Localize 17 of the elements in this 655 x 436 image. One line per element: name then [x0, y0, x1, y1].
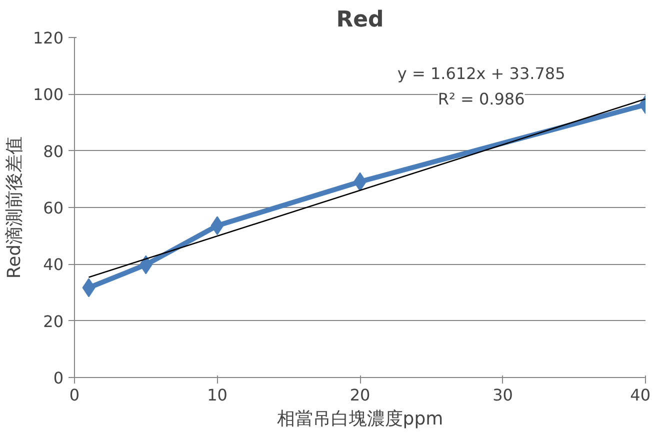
x-tick-label: 20	[350, 386, 370, 404]
y-tick-label: 80	[43, 142, 64, 161]
y-tick-label: 60	[43, 198, 64, 218]
chart-title: Red	[336, 8, 384, 32]
x-tick-label: 30	[492, 386, 513, 404]
x-tick-label: 40	[630, 386, 650, 404]
y-axis-title: Red滴測前後差值	[4, 136, 25, 279]
annotation: R² = 0.986	[438, 89, 525, 108]
x-tick-label: 0	[69, 386, 80, 404]
x-axis-title: 相當吊白塊濃度ppm	[276, 408, 444, 430]
y-tick-label: 20	[43, 312, 64, 331]
y-tick-label: 0	[53, 368, 64, 388]
y-tick-label: 100	[32, 85, 64, 104]
y-tick-label: 120	[32, 28, 64, 48]
y-tick-label: 40	[43, 255, 64, 274]
annotation: y = 1.612x + 33.785	[397, 64, 566, 83]
x-tick-label: 10	[207, 386, 228, 404]
